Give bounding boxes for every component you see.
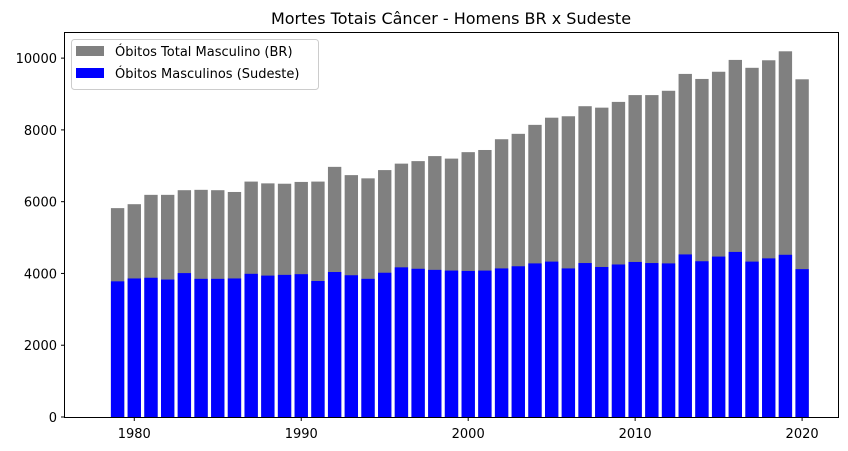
bar-sudeste-2001 — [478, 270, 492, 417]
bar-sudeste-1985 — [211, 278, 225, 417]
y-tick-label-6000: 6000 — [24, 196, 57, 211]
x-tick-label-1980: 1980 — [118, 427, 151, 442]
bar-sudeste-2010 — [628, 261, 642, 417]
bar-sudeste-2011 — [645, 263, 659, 417]
y-tick-label-8000: 8000 — [24, 124, 57, 139]
bar-sudeste-2004 — [528, 263, 542, 417]
legend-label-sudeste: Óbitos Masculinos (Sudeste) — [115, 66, 299, 82]
bar-sudeste-1998 — [428, 269, 442, 417]
x-tick-label-1990: 1990 — [285, 427, 318, 442]
bar-sudeste-1999 — [444, 270, 459, 417]
bar-sudeste-1982 — [161, 279, 175, 417]
bar-sudeste-1990 — [294, 274, 308, 417]
bar-sudeste-2019 — [778, 254, 793, 417]
bar-sudeste-2005 — [544, 261, 559, 417]
x-tick-label-2000: 2000 — [452, 427, 485, 442]
bar-sudeste-2017 — [745, 261, 759, 417]
bar-sudeste-1987 — [244, 273, 258, 417]
bar-sudeste-1991 — [311, 280, 325, 417]
bar-sudeste-2013 — [678, 254, 692, 417]
bar-sudeste-1994 — [361, 278, 375, 417]
legend-label-br: Óbitos Total Masculino (BR) — [115, 44, 293, 60]
bar-sudeste-2003 — [511, 266, 525, 417]
legend-swatch-br — [76, 46, 104, 56]
bar-sudeste-1992 — [327, 272, 342, 417]
bar-sudeste-1979 — [110, 281, 125, 417]
bar-sudeste-2009 — [611, 264, 626, 417]
bar-sudeste-1986 — [227, 278, 242, 417]
bar-sudeste-1981 — [144, 277, 158, 417]
y-tick-label-0: 0 — [49, 411, 57, 426]
bar-sudeste-1989 — [277, 274, 292, 417]
legend: Óbitos Total Masculino (BR) Óbitos Mascu… — [71, 39, 319, 90]
bar-sudeste-1993 — [344, 275, 359, 417]
bar-sudeste-1984 — [194, 278, 208, 417]
bar-sudeste-2014 — [695, 261, 709, 417]
bar-sudeste-2018 — [762, 258, 776, 417]
bar-sudeste-1995 — [378, 272, 392, 417]
bar-sudeste-1996 — [394, 267, 409, 417]
x-tick-label-2020: 2020 — [786, 427, 819, 442]
bar-sudeste-1988 — [261, 275, 275, 417]
plot-frame — [64, 32, 839, 418]
bar-sudeste-2002 — [494, 268, 509, 417]
bars-layer — [110, 51, 809, 418]
bar-sudeste-2016 — [728, 251, 742, 417]
bar-sudeste-2000 — [461, 270, 475, 417]
x-tick-label-2010: 2010 — [619, 427, 652, 442]
bar-sudeste-2008 — [595, 266, 609, 417]
bar-sudeste-2007 — [578, 263, 592, 417]
legend-box — [71, 39, 319, 90]
y-tick-label-10000: 10000 — [16, 52, 57, 67]
chart-title: Mortes Totais Câncer - Homens BR x Sudes… — [271, 9, 631, 28]
legend-swatch-sudeste — [76, 68, 104, 78]
ticks-layer: 1980 1990 2000 2010 2020 0 2000 4000 6000 8000 100… — [16, 52, 819, 442]
y-tick-label-4000: 4000 — [24, 267, 57, 282]
bar-sudeste-2020 — [795, 269, 809, 417]
y-tick-label-2000: 2000 — [24, 339, 57, 354]
bar-sudeste-2006 — [561, 268, 576, 417]
bar-sudeste-1980 — [127, 278, 141, 417]
bar-sudeste-1997 — [411, 268, 425, 417]
bar-sudeste-2012 — [661, 263, 676, 417]
bar-sudeste-1983 — [177, 273, 192, 417]
bar-sudeste-2015 — [711, 256, 726, 417]
